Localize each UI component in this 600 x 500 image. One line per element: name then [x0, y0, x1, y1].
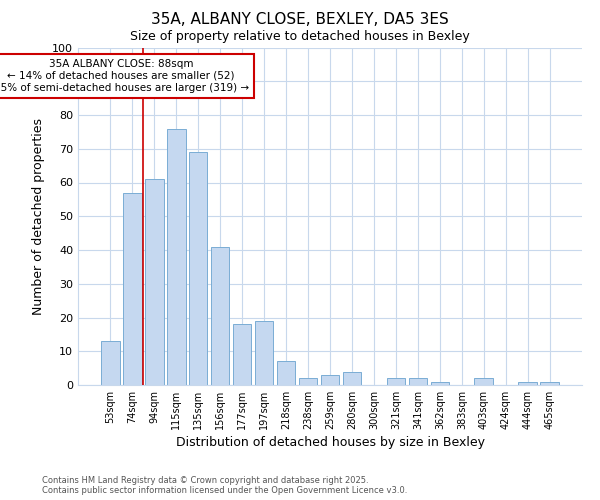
Bar	[277, 362, 295, 385]
Bar	[541, 382, 559, 385]
Bar	[233, 324, 251, 385]
Bar	[299, 378, 317, 385]
Text: 35A ALBANY CLOSE: 88sqm
← 14% of detached houses are smaller (52)
85% of semi-de: 35A ALBANY CLOSE: 88sqm ← 14% of detache…	[0, 60, 249, 92]
Bar	[255, 321, 274, 385]
Bar	[101, 341, 119, 385]
Bar	[343, 372, 361, 385]
Text: Size of property relative to detached houses in Bexley: Size of property relative to detached ho…	[130, 30, 470, 43]
Text: Contains HM Land Registry data © Crown copyright and database right 2025.: Contains HM Land Registry data © Crown c…	[42, 476, 368, 485]
Text: Contains public sector information licensed under the Open Government Licence v3: Contains public sector information licen…	[42, 486, 407, 495]
Y-axis label: Number of detached properties: Number of detached properties	[32, 118, 45, 315]
Bar	[167, 128, 185, 385]
Bar	[145, 179, 164, 385]
Bar	[189, 152, 208, 385]
Bar	[211, 246, 229, 385]
Bar	[431, 382, 449, 385]
Text: 35A, ALBANY CLOSE, BEXLEY, DA5 3ES: 35A, ALBANY CLOSE, BEXLEY, DA5 3ES	[151, 12, 449, 28]
Bar	[409, 378, 427, 385]
Bar	[518, 382, 537, 385]
Bar	[320, 375, 340, 385]
Bar	[475, 378, 493, 385]
Bar	[386, 378, 405, 385]
X-axis label: Distribution of detached houses by size in Bexley: Distribution of detached houses by size …	[176, 436, 485, 449]
Bar	[123, 192, 142, 385]
